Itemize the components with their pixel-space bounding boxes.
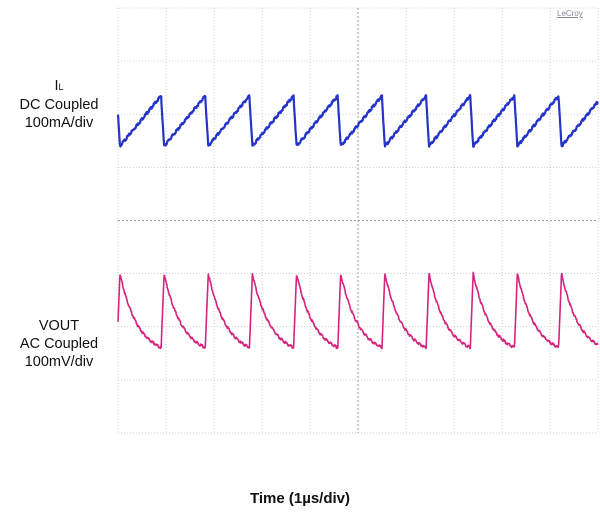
- channel-1-label: IL DC Coupled 100mA/div: [0, 77, 118, 132]
- x-axis-label: Time (1µs/div): [249, 490, 351, 507]
- traces: [116, 93, 599, 350]
- channel-2-coupling: AC Coupled: [19, 336, 99, 352]
- channel-1-coupling: DC Coupled: [19, 97, 99, 113]
- channel-2-label: VOUT AC Coupled 100mV/div: [0, 317, 118, 371]
- inductor-current-trace: [116, 93, 599, 148]
- channel-1-name: IL: [54, 78, 64, 94]
- channel-2-name: VOUT: [38, 318, 80, 334]
- lecroy-brand-logo: LeCroy: [557, 9, 583, 18]
- channel-1-scale: 100mA/div: [24, 115, 94, 131]
- vout-ripple-trace: [117, 271, 599, 350]
- graticule: [117, 7, 599, 434]
- channel-2-scale: 100mV/div: [24, 354, 94, 370]
